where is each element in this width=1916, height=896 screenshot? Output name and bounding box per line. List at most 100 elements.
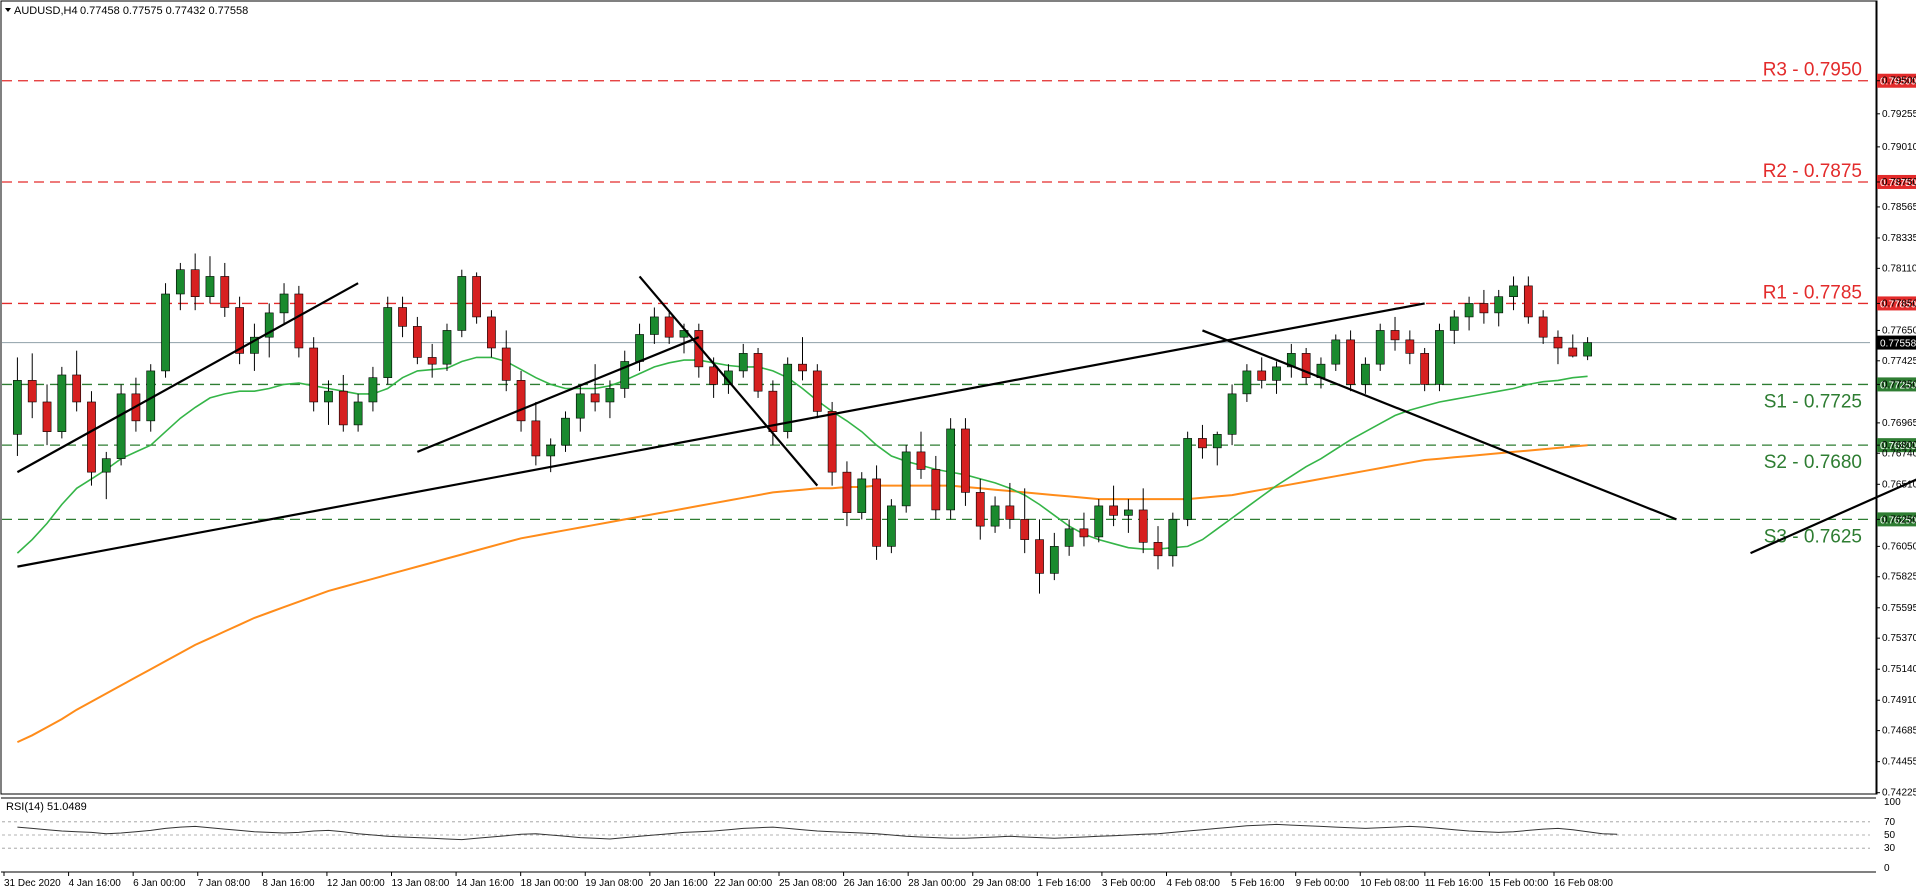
time-tick-label: 6 Jan 00:00 bbox=[133, 878, 186, 889]
candle-body bbox=[87, 401, 96, 473]
candle bbox=[264, 303, 274, 358]
candle-body bbox=[709, 366, 718, 385]
candle bbox=[1020, 488, 1030, 554]
candle bbox=[353, 393, 363, 432]
candle-body bbox=[57, 374, 67, 432]
time-tick-label: 7 Jan 08:00 bbox=[198, 878, 251, 889]
rsi-indicator: 100 70 50 30 0 bbox=[2, 797, 1901, 874]
price-tick-label: 0.75140 bbox=[1882, 664, 1916, 675]
candle-body bbox=[946, 428, 956, 511]
candle-body bbox=[383, 307, 393, 378]
candle-body bbox=[605, 388, 615, 403]
candle-body bbox=[294, 293, 304, 349]
time-tick-label: 18 Jan 00:00 bbox=[521, 878, 579, 889]
candle bbox=[412, 316, 422, 365]
collapse-triangle-icon[interactable] bbox=[5, 8, 11, 12]
candle-body bbox=[1138, 509, 1148, 543]
time-tick-label: 4 Jan 16:00 bbox=[69, 878, 122, 889]
time-tick-label: 8 Jan 16:00 bbox=[262, 878, 315, 889]
candle-body bbox=[1153, 542, 1163, 557]
candle bbox=[1420, 347, 1430, 392]
candle-body bbox=[42, 401, 52, 432]
candle bbox=[116, 384, 126, 466]
candle bbox=[1227, 384, 1237, 446]
rsi-header: RSI(14) 51.0489 bbox=[6, 801, 87, 813]
candle-body bbox=[620, 361, 630, 389]
candle-body bbox=[368, 377, 378, 403]
candle bbox=[235, 296, 244, 365]
candle-body bbox=[1212, 434, 1222, 449]
candle-body bbox=[220, 276, 230, 308]
candle-body bbox=[931, 469, 941, 511]
candle bbox=[1538, 310, 1548, 344]
price-tick-label: 0.78110 bbox=[1882, 263, 1916, 274]
candle bbox=[783, 357, 793, 439]
candle bbox=[398, 296, 407, 338]
candle bbox=[338, 374, 348, 432]
price-tick-label: 0.75825 bbox=[1882, 572, 1916, 583]
candle bbox=[1479, 289, 1489, 324]
candle-body bbox=[1005, 505, 1015, 520]
candle bbox=[916, 431, 926, 479]
candle-body bbox=[1331, 339, 1341, 365]
trendlines bbox=[16, 275, 1916, 568]
price-tick-label: 0.74455 bbox=[1882, 757, 1916, 768]
time-tick-label: 10 Feb 08:00 bbox=[1360, 878, 1419, 889]
price-tick-label: 0.76050 bbox=[1882, 541, 1916, 552]
candle-body bbox=[1020, 519, 1030, 540]
candle-body bbox=[1479, 303, 1489, 314]
candle-body bbox=[575, 393, 585, 419]
candle bbox=[1390, 316, 1400, 351]
candle bbox=[946, 418, 956, 520]
time-tick-label: 19 Jan 08:00 bbox=[585, 878, 643, 889]
candle-body bbox=[1553, 336, 1563, 349]
candle-body bbox=[1509, 285, 1518, 297]
candle bbox=[649, 307, 659, 344]
candle-body bbox=[1538, 316, 1548, 338]
candle-body bbox=[116, 393, 126, 459]
candle bbox=[620, 350, 630, 398]
level-label-r3: R3 - 0.7950 bbox=[1763, 60, 1862, 81]
candle-body bbox=[1568, 347, 1578, 357]
level-tag-bg-r3 bbox=[1877, 73, 1916, 88]
candle bbox=[694, 323, 704, 378]
level-label-s1: S1 - 0.7725 bbox=[1764, 391, 1862, 412]
candle bbox=[175, 262, 185, 311]
candle-body bbox=[546, 444, 556, 457]
candle bbox=[664, 310, 674, 344]
trendline bbox=[416, 336, 700, 453]
candle bbox=[1286, 343, 1296, 378]
rsi-tick-label: 50 bbox=[1884, 830, 1896, 841]
candle bbox=[1494, 289, 1504, 327]
candle bbox=[1435, 323, 1444, 392]
candle-body bbox=[1079, 528, 1089, 538]
ohlc-readout: 0.77458 0.77575 0.77432 0.77558 bbox=[80, 5, 248, 17]
time-tick-label: 15 Feb 00:00 bbox=[1489, 878, 1548, 889]
candle-body bbox=[901, 451, 911, 507]
candle bbox=[1079, 512, 1089, 547]
level-tag-bg-r1 bbox=[1877, 296, 1916, 311]
candlestick-series bbox=[13, 253, 1592, 594]
price-axis: 0.79500 0.79255 0.79010 0.78750 0.78565 0.783… bbox=[1876, 76, 1916, 799]
price-tick-label: 0.78750 bbox=[1882, 177, 1916, 188]
rsi-tick-label: 0 bbox=[1884, 863, 1890, 874]
price-tick-label: 0.77425 bbox=[1882, 356, 1916, 367]
candle-body bbox=[783, 363, 793, 432]
time-tick-label: 31 Dec 2020 bbox=[4, 878, 61, 889]
candle-body bbox=[1523, 285, 1533, 318]
candle-body bbox=[457, 276, 467, 331]
time-tick-label: 11 Feb 16:00 bbox=[1425, 878, 1484, 889]
candle-body bbox=[664, 316, 674, 338]
candle-body bbox=[590, 393, 600, 403]
rsi-line bbox=[17, 823, 1618, 841]
candle-body bbox=[1494, 296, 1504, 314]
current-price-tag-bg bbox=[1877, 335, 1916, 350]
time-tick-label: 9 Feb 00:00 bbox=[1296, 878, 1350, 889]
candle-body bbox=[1109, 505, 1118, 516]
time-tick-label: 12 Jan 00:00 bbox=[327, 878, 385, 889]
candle-body bbox=[798, 363, 807, 372]
candle bbox=[27, 353, 37, 419]
chart-header: AUDUSD,H4 0.77458 0.77575 0.77432 0.7755… bbox=[5, 5, 248, 17]
candle-body bbox=[1420, 353, 1430, 385]
